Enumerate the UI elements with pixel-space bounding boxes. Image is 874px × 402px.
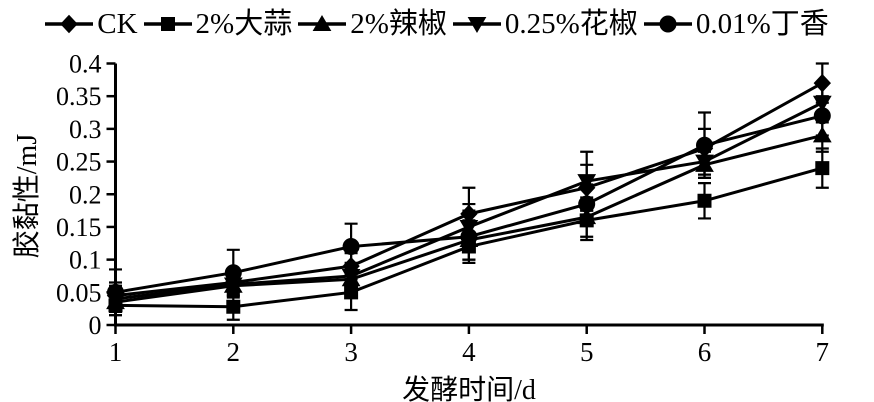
x-tick-label: 2 (227, 337, 241, 367)
x-tick-label: 6 (698, 337, 712, 367)
x-tick-label: 4 (462, 337, 476, 367)
y-tick-label: 0.4 (69, 50, 102, 79)
legend-item-triangle-up: 2%辣椒 (298, 4, 447, 44)
x-tick-label: 1 (109, 337, 123, 367)
square-marker (815, 161, 830, 176)
legend-item-diamond: CK (45, 4, 138, 44)
legend-label: CK (97, 8, 138, 40)
diamond-icon (45, 14, 94, 34)
legend-label: 0.01%丁香 (695, 8, 829, 40)
legend-label: 0.25%花椒 (504, 8, 638, 40)
x-tick-label: 5 (580, 337, 594, 367)
circle-marker (342, 238, 360, 255)
y-tick-label: 0.1 (69, 246, 102, 275)
square-icon (143, 17, 192, 31)
x-axis-label: 发酵时间/d (402, 375, 536, 402)
square-marker (226, 299, 241, 314)
triangle-down-marker (577, 174, 597, 191)
legend-label: 2%辣椒 (350, 8, 447, 40)
y-tick-label: 0.35 (56, 82, 102, 111)
circle-icon (643, 15, 692, 33)
legend-item-circle: 0.01%丁香 (643, 4, 829, 44)
legend-label: 2%大蒜 (195, 8, 293, 40)
y-tick-label: 0.05 (56, 278, 102, 307)
legend-item-square: 2%大蒜 (143, 4, 293, 44)
circle-marker (460, 228, 478, 246)
circle-marker (107, 283, 125, 301)
x-tick-label: 7 (816, 337, 830, 367)
x-tick-label: 3 (344, 337, 358, 367)
circle-marker (813, 107, 831, 125)
y-tick-label: 0 (89, 311, 102, 340)
square-marker (697, 193, 712, 208)
y-tick-label: 0.15 (56, 213, 102, 242)
y-axis-label: 胶黏性/mJ (12, 133, 43, 259)
y-tick-label: 0.3 (69, 115, 102, 144)
circle-marker (696, 136, 714, 154)
triangle-up-icon (298, 15, 347, 31)
triangle-down-icon (452, 17, 501, 33)
circle-marker (224, 264, 242, 282)
y-tick-label: 0.2 (69, 180, 102, 209)
circle-marker (578, 195, 596, 213)
chart-legend: CK 2%大蒜 2%辣椒 0.25%花椒 0.01%丁香 (0, 4, 874, 44)
y-tick-label: 0.25 (56, 148, 102, 177)
legend-item-triangle-down: 0.25%花椒 (452, 4, 638, 44)
